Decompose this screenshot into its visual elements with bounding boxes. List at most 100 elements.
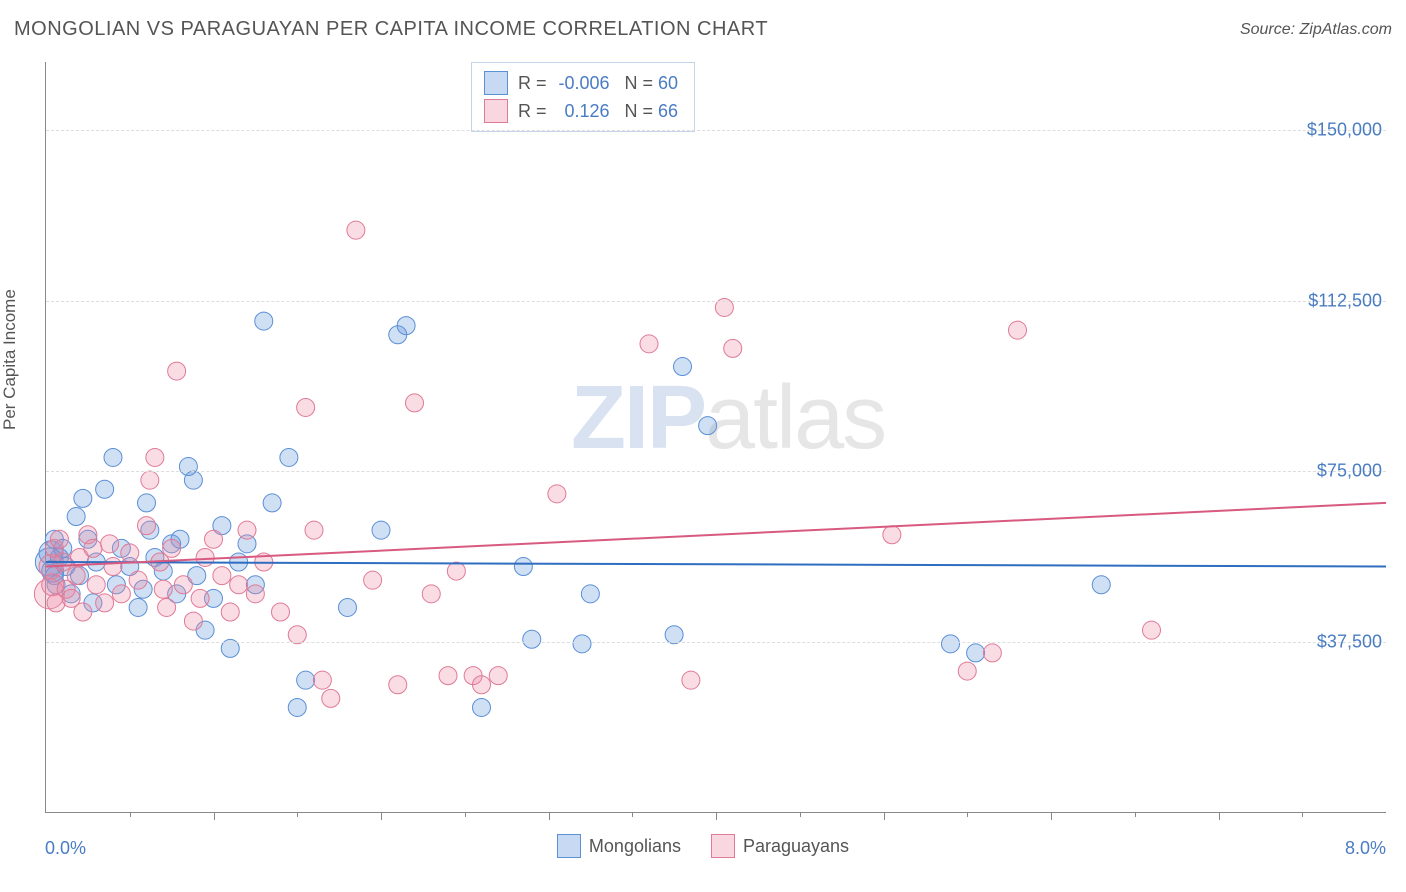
- n-label: N =: [625, 73, 659, 93]
- scatter-point-paraguayans: [196, 548, 214, 566]
- scatter-point-paraguayans: [121, 544, 139, 562]
- scatter-point-paraguayans: [158, 598, 176, 616]
- legend-item-mongolians: Mongolians: [557, 834, 681, 858]
- legend-label-paraguayans: Paraguayans: [743, 836, 849, 857]
- scatter-point-paraguayans: [473, 676, 491, 694]
- scatter-point-paraguayans: [174, 576, 192, 594]
- scatter-point-paraguayans: [50, 530, 68, 548]
- chart-svg: [46, 62, 1386, 812]
- y-axis-label: Per Capita Income: [0, 289, 20, 430]
- scatter-point-paraguayans: [447, 562, 465, 580]
- scatter-point-mongolians: [138, 494, 156, 512]
- x-tick-major: [214, 812, 215, 820]
- scatter-point-mongolians: [372, 521, 390, 539]
- scatter-point-paraguayans: [74, 603, 92, 621]
- x-tick-minor: [465, 812, 466, 817]
- n-label: N =: [625, 101, 659, 121]
- scatter-point-paraguayans: [230, 576, 248, 594]
- scatter-point-mongolians: [1092, 576, 1110, 594]
- scatter-point-paraguayans: [389, 676, 407, 694]
- scatter-point-paraguayans: [1009, 321, 1027, 339]
- gridline: [46, 642, 1386, 643]
- gridline: [46, 301, 1386, 302]
- chart-header: MONGOLIAN VS PARAGUAYAN PER CAPITA INCOM…: [14, 18, 1392, 41]
- gridline: [46, 471, 1386, 472]
- scatter-point-mongolians: [573, 635, 591, 653]
- y-tick-label: $37,500: [1317, 631, 1386, 652]
- plot-area: ZIPatlas R = -0.006 N = 60 R = 0.126 N =…: [45, 62, 1386, 813]
- scatter-point-paraguayans: [112, 585, 130, 603]
- scatter-point-mongolians: [67, 508, 85, 526]
- scatter-point-paraguayans: [146, 448, 164, 466]
- scatter-point-mongolians: [942, 635, 960, 653]
- r-label: R =: [518, 73, 552, 93]
- scatter-point-mongolians: [96, 480, 114, 498]
- x-tick-major: [549, 812, 550, 820]
- scatter-point-mongolians: [339, 598, 357, 616]
- y-tick-label: $112,500: [1308, 290, 1386, 311]
- scatter-point-mongolians: [255, 312, 273, 330]
- r-value-paraguayans: 0.126: [552, 97, 610, 125]
- r-label: R =: [518, 101, 552, 121]
- swatch-mongolians: [484, 71, 508, 95]
- scatter-point-paraguayans: [138, 517, 156, 535]
- scatter-point-paraguayans: [141, 471, 159, 489]
- scatter-point-paraguayans: [313, 671, 331, 689]
- y-tick-label: $75,000: [1317, 461, 1386, 482]
- x-tick-minor: [967, 812, 968, 817]
- chart-title: MONGOLIAN VS PARAGUAYAN PER CAPITA INCOM…: [14, 18, 768, 41]
- scatter-point-paraguayans: [297, 398, 315, 416]
- scatter-point-mongolians: [74, 489, 92, 507]
- scatter-point-paraguayans: [682, 671, 700, 689]
- scatter-point-mongolians: [473, 698, 491, 716]
- scatter-point-paraguayans: [191, 589, 209, 607]
- scatter-point-mongolians: [674, 358, 692, 376]
- scatter-point-paraguayans: [724, 339, 742, 357]
- x-tick-minor: [297, 812, 298, 817]
- x-tick-major: [716, 812, 717, 820]
- scatter-point-paraguayans: [364, 571, 382, 589]
- scatter-point-paraguayans: [221, 603, 239, 621]
- scatter-point-paraguayans: [87, 576, 105, 594]
- swatch-paraguayans: [484, 99, 508, 123]
- swatch-mongolians: [557, 834, 581, 858]
- scatter-point-paraguayans: [84, 539, 102, 557]
- x-tick-minor: [130, 812, 131, 817]
- x-tick-minor: [1135, 812, 1136, 817]
- scatter-point-mongolians: [280, 448, 298, 466]
- scatter-point-paraguayans: [104, 558, 122, 576]
- x-tick-minor: [632, 812, 633, 817]
- scatter-point-paraguayans: [958, 662, 976, 680]
- gridline: [46, 130, 1386, 131]
- scatter-point-paraguayans: [489, 667, 507, 685]
- x-tick-minor: [1302, 812, 1303, 817]
- x-tick-major: [1051, 812, 1052, 820]
- legend-stats: R = -0.006 N = 60 R = 0.126 N = 66: [471, 62, 695, 132]
- scatter-point-paraguayans: [238, 521, 256, 539]
- scatter-point-mongolians: [263, 494, 281, 512]
- scatter-point-paraguayans: [1143, 621, 1161, 639]
- scatter-point-mongolians: [581, 585, 599, 603]
- scatter-point-mongolians: [523, 630, 541, 648]
- scatter-point-paraguayans: [129, 571, 147, 589]
- scatter-point-mongolians: [288, 698, 306, 716]
- r-value-mongolians: -0.006: [552, 69, 610, 97]
- x-tick-major: [381, 812, 382, 820]
- scatter-point-mongolians: [129, 598, 147, 616]
- scatter-point-mongolians: [184, 471, 202, 489]
- scatter-point-paraguayans: [67, 567, 85, 585]
- scatter-point-mongolians: [104, 448, 122, 466]
- scatter-point-paraguayans: [163, 539, 181, 557]
- legend-item-paraguayans: Paraguayans: [711, 834, 849, 858]
- scatter-point-paraguayans: [205, 530, 223, 548]
- scatter-point-paraguayans: [640, 335, 658, 353]
- scatter-point-mongolians: [397, 317, 415, 335]
- swatch-paraguayans: [711, 834, 735, 858]
- scatter-point-paraguayans: [347, 221, 365, 239]
- x-tick-major: [1219, 812, 1220, 820]
- legend-stats-row-mongolians: R = -0.006 N = 60: [484, 69, 678, 97]
- x-tick-major: [884, 812, 885, 820]
- scatter-point-paraguayans: [101, 535, 119, 553]
- n-value-mongolians: 60: [658, 73, 678, 93]
- scatter-point-paraguayans: [184, 612, 202, 630]
